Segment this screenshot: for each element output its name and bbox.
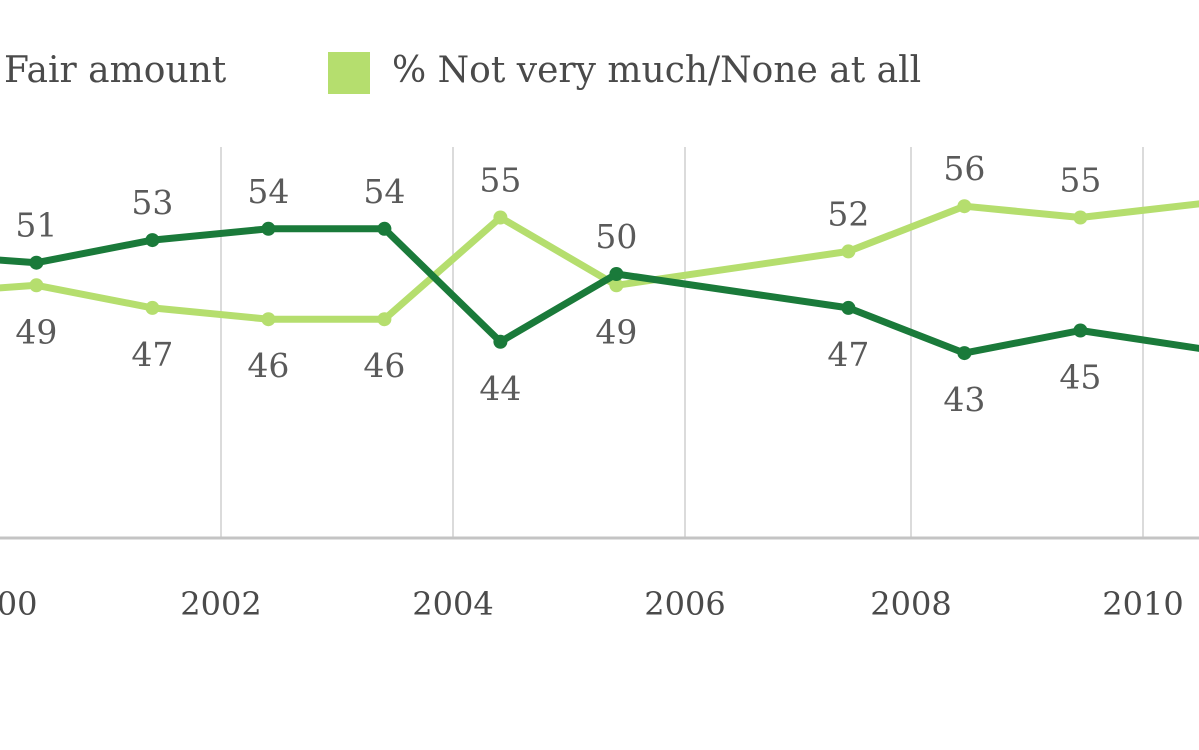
data-label-fair_amount-7: 47 (827, 335, 869, 374)
data-label-not_very_much-4: 46 (363, 346, 405, 385)
data-label-fair_amount-6: 50 (595, 217, 637, 256)
data-label-fair_amount-5: 44 (479, 369, 521, 408)
data-label-fair_amount-3: 54 (247, 172, 289, 211)
legend-label-not-very-much: % Not very much/None at all (392, 50, 921, 91)
legend: Fair amount % Not very much/None at all (4, 50, 921, 94)
x-tick-label-2002: 2002 (180, 585, 261, 623)
data-label-not_very_much-6: 49 (595, 312, 637, 351)
point-fair_amount-4 (377, 221, 392, 236)
x-tick-labels: 2000 2002 2004 2006 2008 2010 (0, 585, 1184, 623)
data-label-fair_amount-1: 51 (15, 206, 57, 245)
data-label-not_very_much-3: 46 (247, 346, 289, 385)
point-not_very_much-9 (1073, 210, 1088, 225)
point-fair_amount-9 (1073, 323, 1088, 338)
data-label-not_very_much-5: 55 (479, 161, 521, 200)
data-label-fair_amount-8: 43 (943, 380, 985, 419)
legend-label-fair-amount: Fair amount (4, 50, 227, 91)
data-label-not_very_much-8: 56 (943, 149, 985, 188)
point-not_very_much-8 (957, 199, 972, 214)
series-layer (0, 199, 1199, 361)
data-label-fair_amount-2: 53 (131, 183, 173, 222)
x-tick-label-2008: 2008 (870, 585, 951, 623)
data-label-fair_amount-4: 54 (363, 172, 405, 211)
point-fair_amount-2 (145, 233, 160, 248)
point-fair_amount-7 (841, 300, 856, 315)
x-tick-label-2010: 2010 (1102, 585, 1183, 623)
point-not_very_much-2 (145, 300, 160, 315)
x-tick-label-2004: 2004 (412, 585, 493, 623)
point-not_very_much-1 (29, 278, 44, 293)
data-label-not_very_much-2: 47 (131, 335, 173, 374)
x-tick-label-2006: 2006 (644, 585, 725, 623)
point-not_very_much-3 (261, 312, 276, 327)
point-fair_amount-8 (957, 346, 972, 361)
data-labels: 51 53 54 54 44 50 47 43 45 49 47 46 46 55 49 52 56 55 (15, 149, 1101, 419)
point-fair_amount-3 (261, 221, 276, 236)
point-not_very_much-4 (377, 312, 392, 327)
point-not_very_much-5 (493, 210, 508, 225)
point-fair_amount-6 (609, 267, 624, 281)
data-label-not_very_much-7: 52 (827, 194, 869, 233)
data-label-not_very_much-1: 49 (15, 312, 57, 351)
point-not_very_much-6 (609, 278, 624, 293)
data-label-fair_amount-9: 45 (1059, 358, 1101, 397)
point-not_very_much-7 (841, 244, 856, 259)
point-fair_amount-1 (29, 255, 44, 270)
data-label-not_very_much-9: 55 (1059, 161, 1101, 200)
x-tick-label-2000: 2000 (0, 585, 37, 623)
legend-swatch-not-very-much (328, 52, 370, 94)
point-fair_amount-5 (493, 334, 508, 349)
